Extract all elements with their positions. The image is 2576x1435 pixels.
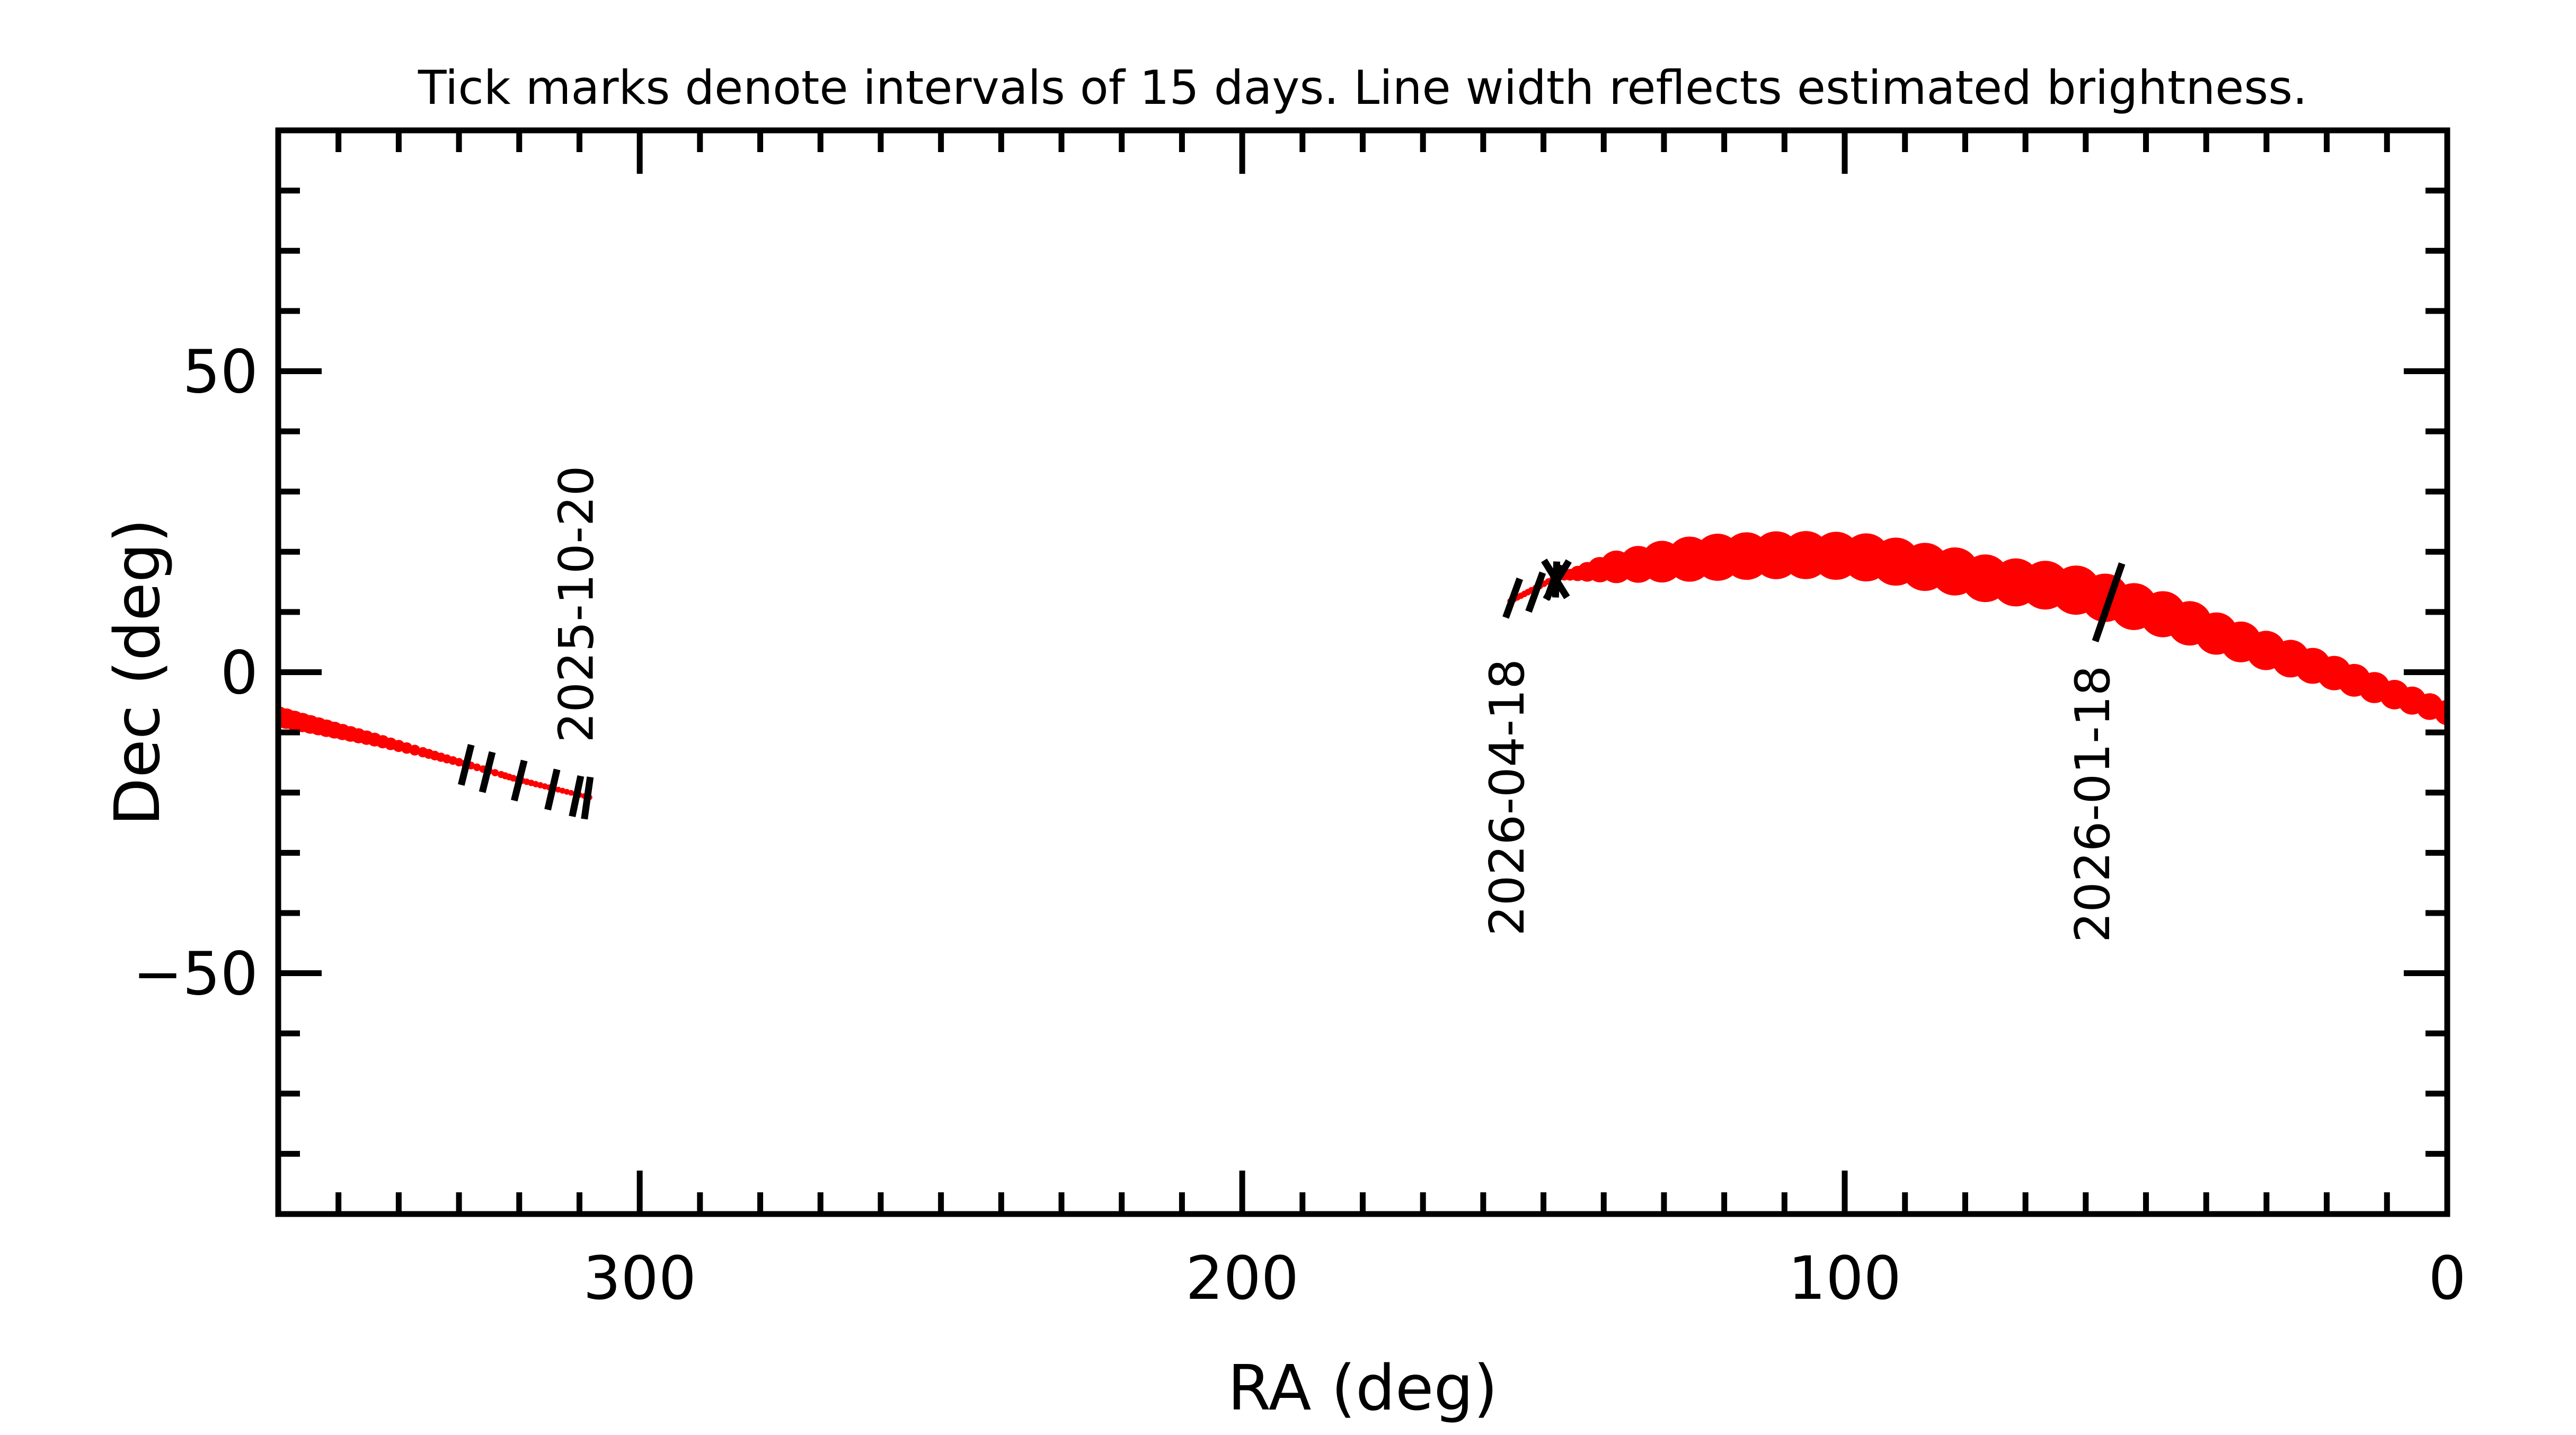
interval-tick-marks [457, 559, 2126, 820]
trajectory-band [278, 531, 2447, 800]
interval-tick-12 [2092, 562, 2126, 643]
y-tick-label-−50: −50 [133, 940, 258, 1009]
x-axis-title: RA (deg) [1228, 1351, 1498, 1424]
x-tick-label-200: 200 [1185, 1244, 1299, 1313]
date-label-2025-10-20: 2025-10-20 [549, 466, 605, 743]
x-tick-labels: 300 200 100 0 [583, 1244, 2466, 1313]
track-segment-0 [278, 706, 592, 800]
x-tick-label-100: 100 [1788, 1244, 1901, 1313]
interval-tick-2 [510, 759, 528, 802]
interval-tick-0 [457, 744, 475, 786]
interval-tick-3 [544, 768, 561, 811]
interval-tick-6 [1502, 577, 1524, 619]
plot-frame [275, 127, 2450, 1217]
y-tick-labels: 50 0 −50 [133, 338, 258, 1008]
date-label-2026-04-18: 2026-04-18 [1480, 659, 1535, 936]
plot-title: Tick marks denote intervals of 15 days. … [418, 60, 2307, 115]
interval-tick-4 [569, 775, 585, 818]
y-tick-label-50: 50 [182, 338, 258, 406]
interval-tick-1 [479, 751, 496, 793]
y-tick-label-0: 0 [220, 639, 258, 708]
axis-ticks [278, 130, 2447, 1214]
interval-tick-5 [581, 776, 594, 820]
y-axis-title: Dec (deg) [101, 518, 174, 826]
x-tick-label-0: 0 [2428, 1244, 2466, 1313]
interval-tick-7 [1525, 571, 1546, 613]
track-segment-1 [1553, 531, 2447, 725]
interval-tick-11 [1552, 561, 1561, 598]
date-labels: 2025-10-20 2026-04-18 2026-01-18 [549, 466, 2121, 943]
date-label-2026-01-18: 2026-01-18 [2065, 666, 2121, 943]
x-tick-label-300: 300 [583, 1244, 696, 1313]
